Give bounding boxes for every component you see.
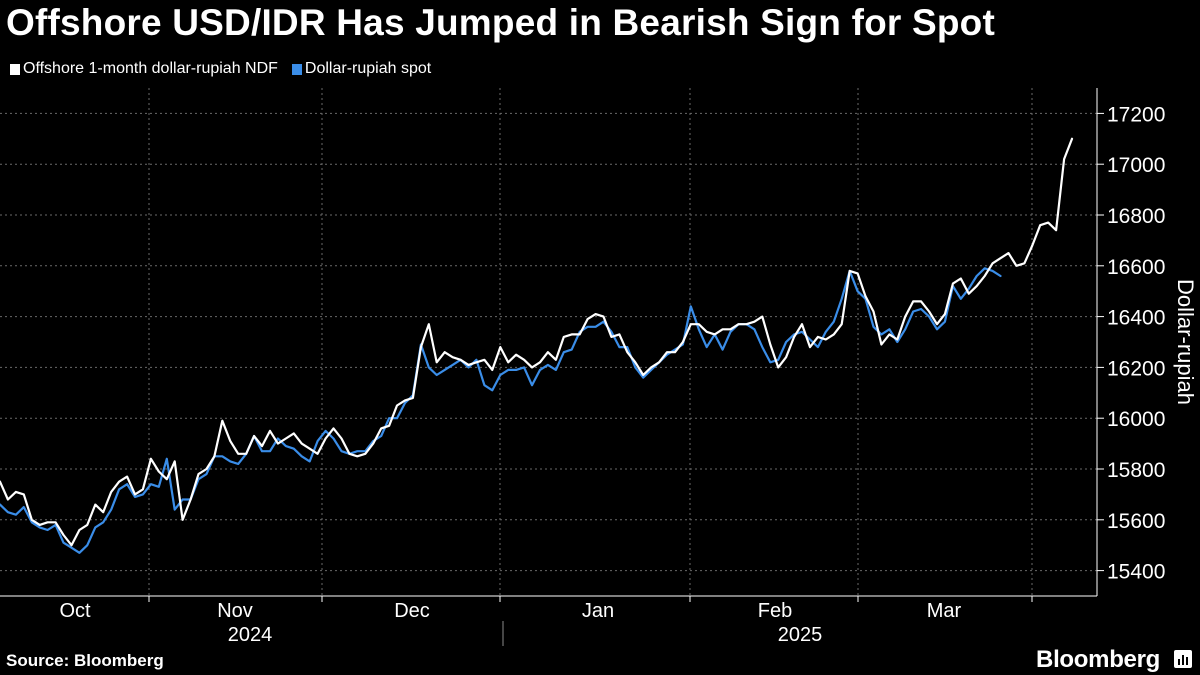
series-line-spot [0, 267, 1002, 554]
x-tick-label: Feb [758, 600, 792, 622]
y-tick-label: 16000 [1107, 408, 1165, 431]
x-tick-label: Mar [927, 600, 962, 622]
source-note: Source: Bloomberg [6, 651, 164, 670]
y-tick-label: 17000 [1107, 154, 1165, 177]
y-tick-label: 16800 [1107, 205, 1165, 228]
legend: Offshore 1-month dollar-rupiah NDF Dolla… [10, 60, 445, 78]
x-tick-label: Oct [59, 600, 91, 622]
bloomberg-logo-icon [1174, 650, 1192, 668]
chart-title: Offshore USD/IDR Has Jumped in Bearish S… [6, 2, 995, 43]
legend-swatch-ndf [10, 63, 20, 75]
legend-label-ndf: Offshore 1-month dollar-rupiah NDF [23, 60, 278, 77]
y-tick-label: 15600 [1107, 510, 1165, 533]
year-label: 2024 [228, 624, 273, 646]
y-tick-label: 16600 [1107, 256, 1165, 279]
x-tick-label: Jan [582, 600, 614, 622]
y-tick-label: 17200 [1107, 103, 1165, 126]
y-tick-label: 15400 [1107, 561, 1165, 584]
y-tick-label: 16200 [1107, 357, 1165, 380]
year-label: 2025 [778, 624, 823, 646]
legend-label-spot: Dollar-rupiah spot [304, 60, 432, 77]
y-tick-label: 15800 [1107, 459, 1165, 482]
series-line-ndf [0, 137, 1074, 547]
legend-swatch-spot [291, 63, 302, 75]
legend-item-spot: Dollar-rupiah spot [291, 60, 432, 78]
brand-name: Bloomberg [1036, 646, 1160, 673]
y-tick-label: 16400 [1107, 307, 1165, 330]
x-tick-label: Dec [394, 600, 430, 622]
legend-item-ndf: Offshore 1-month dollar-rupiah NDF [10, 60, 278, 78]
x-tick-label: Nov [217, 600, 253, 622]
y-axis-title: Dollar-rupiah [1173, 279, 1198, 405]
